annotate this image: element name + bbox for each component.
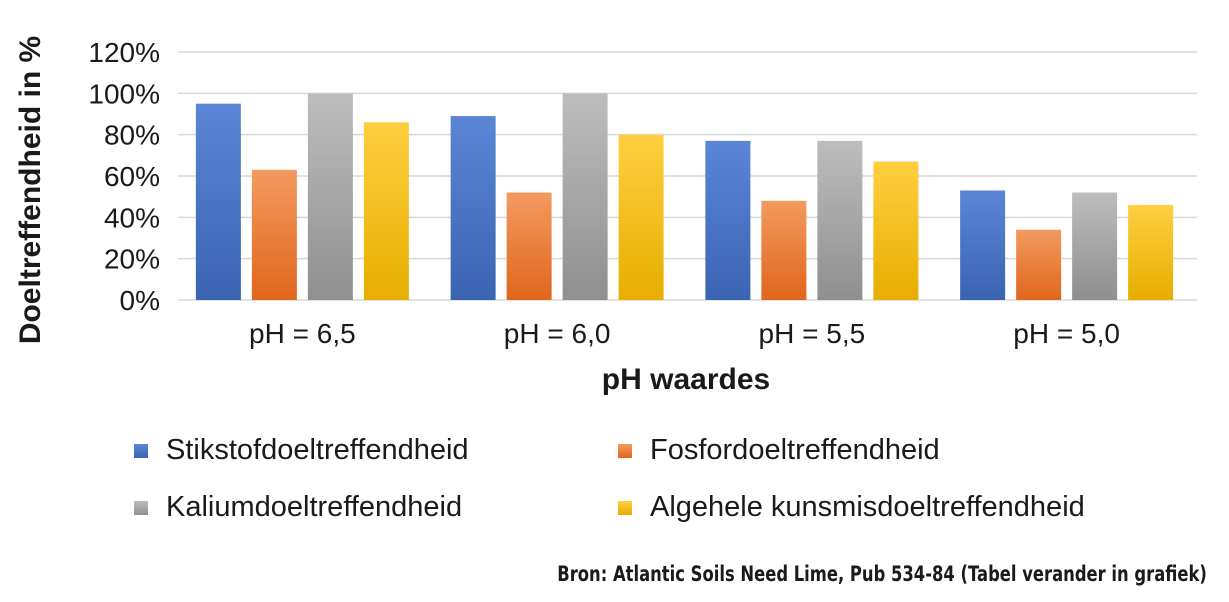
bar — [506, 192, 552, 300]
bar — [873, 161, 919, 300]
bar — [705, 140, 751, 300]
legend-swatch-kalium — [134, 500, 148, 515]
legend-item-stikstof: Stikstofdoeltreffendheid — [134, 434, 469, 467]
x-axis-label: pH waardes — [602, 363, 770, 396]
y-tick-label: 120% — [88, 37, 160, 68]
legend-label: Algehele kunsmisdoeltreffendheid — [650, 491, 1085, 523]
bar — [1128, 204, 1174, 300]
y-tick-label: 40% — [104, 202, 160, 233]
x-tick-label: pH = 5,5 — [759, 318, 866, 349]
x-tick-label: pH = 6,0 — [504, 318, 611, 349]
y-tick-label: 80% — [104, 120, 160, 151]
legend-label: Fosfordoeltreffendheid — [650, 434, 940, 466]
bar — [1016, 229, 1062, 300]
y-axis-label: Doeltreffendheid in % — [14, 35, 47, 345]
bar — [195, 103, 241, 301]
y-tick-label: 60% — [104, 161, 160, 192]
x-tick-label: pH = 6,5 — [249, 318, 356, 349]
legend-item-kalium: Kaliumdoeltreffendheid — [134, 491, 462, 524]
bar — [450, 116, 496, 300]
bars — [195, 93, 1174, 301]
bar — [562, 93, 608, 300]
y-tick-labels: 0% 20% 40% 60% 80% 100% 120% — [88, 37, 160, 316]
legend-label: Kaliumdoeltreffendheid — [166, 491, 463, 523]
legend-label: Stikstofdoeltreffendheid — [166, 434, 469, 466]
y-tick-label: 0% — [120, 285, 160, 316]
x-tick-label: pH = 5,0 — [1013, 318, 1120, 349]
bar — [817, 140, 863, 300]
legend-swatch-fosfor — [618, 443, 632, 458]
y-tick-label: 20% — [104, 244, 160, 275]
bar-chart: 0%20%40%60%80%100%120% pH = 6,5 pH = 6,0 p… — [88, 37, 1197, 396]
bar — [1072, 192, 1118, 300]
legend-item-algehele: Algehele kunsmisdoeltreffendheid — [618, 491, 1085, 524]
bar — [251, 169, 297, 300]
bar — [960, 190, 1006, 300]
x-tick-labels: pH = 6,5 pH = 6,0 pH = 5,5 pH = 5,0 — [249, 318, 1120, 349]
legend-swatch-stikstof — [134, 443, 148, 458]
legend-swatch-algehele — [618, 500, 632, 515]
y-tick-label: 100% — [88, 78, 160, 109]
y-axis-label-box: Doeltreffendheid in % — [8, 20, 54, 360]
bar — [363, 122, 409, 301]
source-note: Bron: Atlantic Soils Need Lime, Pub 534-… — [557, 562, 1207, 586]
bar — [307, 93, 353, 300]
bar — [761, 200, 807, 300]
legend-item-fosfor: Fosfordoeltreffendheid — [618, 434, 940, 467]
bar — [618, 134, 664, 300]
